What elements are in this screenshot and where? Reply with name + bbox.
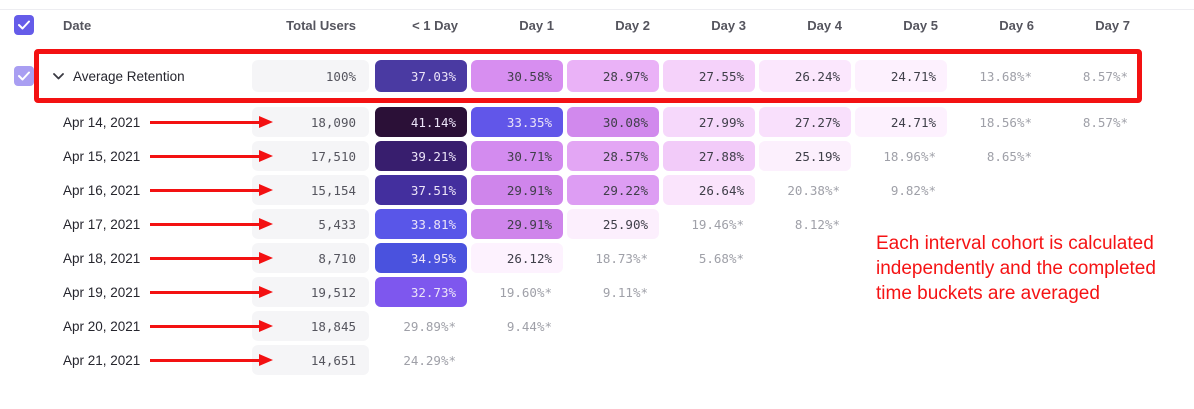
column-header-day-4: Day 4	[807, 17, 842, 33]
column-header-total-users: Total Users	[286, 17, 356, 33]
total-users-cell: 19,512	[252, 277, 369, 307]
total-users-cell: 15,154	[252, 175, 369, 205]
retention-cell[interactable]: 34.95%	[375, 243, 467, 273]
retention-cell[interactable]: 30.08%	[567, 107, 659, 137]
retention-cell-incomplete[interactable]: 8.65%*	[986, 148, 1032, 164]
retention-cell-incomplete[interactable]: 9.82%*	[890, 182, 936, 198]
column-header-day-3: Day 3	[711, 17, 746, 33]
select-all-checkbox[interactable]	[14, 15, 34, 35]
average-retention-row: Average Retention 100% 37.03% 30.58% 28.97…	[0, 49, 1194, 103]
retention-cell[interactable]: 33.81%	[375, 209, 467, 239]
average-retention-label: Average Retention	[73, 68, 185, 84]
row-date-label: Apr 16, 2021	[63, 182, 141, 198]
row-date-label: Apr 21, 2021	[63, 352, 141, 368]
retention-cell[interactable]: 25.90%	[567, 209, 659, 239]
cohort-row: Apr 18, 2021 8,710 34.95% 26.12% 18.73%* 5.68…	[0, 241, 1194, 275]
cohort-row: Apr 15, 2021 17,510 39.21% 30.71% 28.57% 27.8…	[0, 139, 1194, 173]
cohort-row: Apr 14, 2021 18,090 41.14% 33.35% 30.08% 27.9…	[0, 105, 1194, 139]
table-header-row: Date Total Users < 1 Day Day 1 Day 2 Day 3 D…	[0, 10, 1194, 40]
total-users-cell: 18,090	[252, 107, 369, 137]
retention-cell[interactable]: 37.03%	[375, 60, 467, 92]
retention-cell[interactable]: 29.91%	[471, 209, 563, 239]
retention-cell[interactable]: 29.22%	[567, 175, 659, 205]
row-date-label: Apr 15, 2021	[63, 148, 141, 164]
column-header-day-6: Day 6	[999, 17, 1034, 33]
total-users-cell: 8,710	[252, 243, 369, 273]
retention-cell[interactable]: 27.55%	[663, 60, 755, 92]
retention-cell-incomplete[interactable]: 18.56%*	[979, 114, 1032, 130]
check-icon	[18, 20, 30, 30]
retention-cell[interactable]: 24.71%	[855, 60, 947, 92]
column-header-lt-1-day: < 1 Day	[412, 17, 458, 33]
retention-cell-incomplete[interactable]: 18.96%*	[883, 148, 936, 164]
column-header-day-1: Day 1	[519, 17, 554, 33]
retention-cell-incomplete[interactable]: 19.46%*	[691, 216, 744, 232]
retention-cell[interactable]: 26.64%	[663, 175, 755, 205]
cohort-row: Apr 16, 2021 15,154 37.51% 29.91% 29.22% 26.6…	[0, 173, 1194, 207]
column-header-day-5: Day 5	[903, 17, 938, 33]
retention-cell[interactable]: 27.27%	[759, 107, 851, 137]
retention-cell[interactable]: 27.99%	[663, 107, 755, 137]
retention-cell[interactable]: 28.97%	[567, 60, 659, 92]
total-users-cell: 5,433	[252, 209, 369, 239]
retention-cell[interactable]: 24.71%	[855, 107, 947, 137]
retention-cell-incomplete[interactable]: 24.29%*	[403, 352, 456, 368]
retention-cell[interactable]: 37.51%	[375, 175, 467, 205]
retention-cell[interactable]: 32.73%	[375, 277, 467, 307]
average-total-cell: 100%	[252, 60, 369, 92]
retention-cell[interactable]: 30.58%	[471, 60, 563, 92]
cohort-rows: Apr 14, 2021 18,090 41.14% 33.35% 30.08% 27.9…	[0, 105, 1194, 377]
column-header-date: Date	[63, 17, 92, 33]
retention-cell-incomplete[interactable]: 13.68%*	[979, 68, 1032, 84]
total-users-cell: 18,845	[252, 311, 369, 341]
cohort-row: Apr 20, 2021 18,845 29.89%* 9.44%*	[0, 309, 1194, 343]
retention-cell[interactable]: 27.88%	[663, 141, 755, 171]
row-date-label: Apr 18, 2021	[63, 250, 141, 266]
check-icon	[18, 71, 30, 81]
retention-cell-incomplete[interactable]: 9.11%*	[602, 284, 648, 300]
retention-cell[interactable]: 28.57%	[567, 141, 659, 171]
row-date-label: Apr 19, 2021	[63, 284, 141, 300]
retention-cell-incomplete[interactable]: 8.57%*	[1082, 114, 1128, 130]
retention-cell-incomplete[interactable]: 8.57%*	[1082, 68, 1128, 84]
retention-cell-incomplete[interactable]: 8.12%*	[794, 216, 840, 232]
chevron-down-icon[interactable]	[53, 72, 64, 80]
cohort-row: Apr 21, 2021 14,651 24.29%*	[0, 343, 1194, 377]
row-date-label: Apr 17, 2021	[63, 216, 141, 232]
column-header-day-2: Day 2	[615, 17, 650, 33]
total-users-cell: 17,510	[252, 141, 369, 171]
retention-cell-incomplete[interactable]: 29.89%*	[403, 318, 456, 334]
annotation-note: Each interval cohort is calculated indep…	[876, 233, 1156, 305]
average-row-checkbox[interactable]	[14, 66, 34, 86]
row-date-label: Apr 20, 2021	[63, 318, 141, 334]
retention-cell[interactable]: 26.12%	[471, 243, 563, 273]
retention-cell[interactable]: 39.21%	[375, 141, 467, 171]
row-date-label: Apr 14, 2021	[63, 114, 141, 130]
retention-cell-incomplete[interactable]: 5.68%*	[698, 250, 744, 266]
retention-cell[interactable]: 29.91%	[471, 175, 563, 205]
total-users-cell: 14,651	[252, 345, 369, 375]
retention-cell-incomplete[interactable]: 18.73%*	[595, 250, 648, 266]
retention-cell[interactable]: 25.19%	[759, 141, 851, 171]
retention-cell[interactable]: 41.14%	[375, 107, 467, 137]
retention-cell-incomplete[interactable]: 20.38%*	[787, 182, 840, 198]
column-header-day-7: Day 7	[1095, 17, 1130, 33]
retention-cell-incomplete[interactable]: 19.60%*	[499, 284, 552, 300]
retention-cell-incomplete[interactable]: 9.44%*	[506, 318, 552, 334]
retention-cell[interactable]: 33.35%	[471, 107, 563, 137]
retention-cell[interactable]: 26.24%	[759, 60, 851, 92]
table-top-border	[0, 9, 1194, 10]
retention-cell[interactable]: 30.71%	[471, 141, 563, 171]
